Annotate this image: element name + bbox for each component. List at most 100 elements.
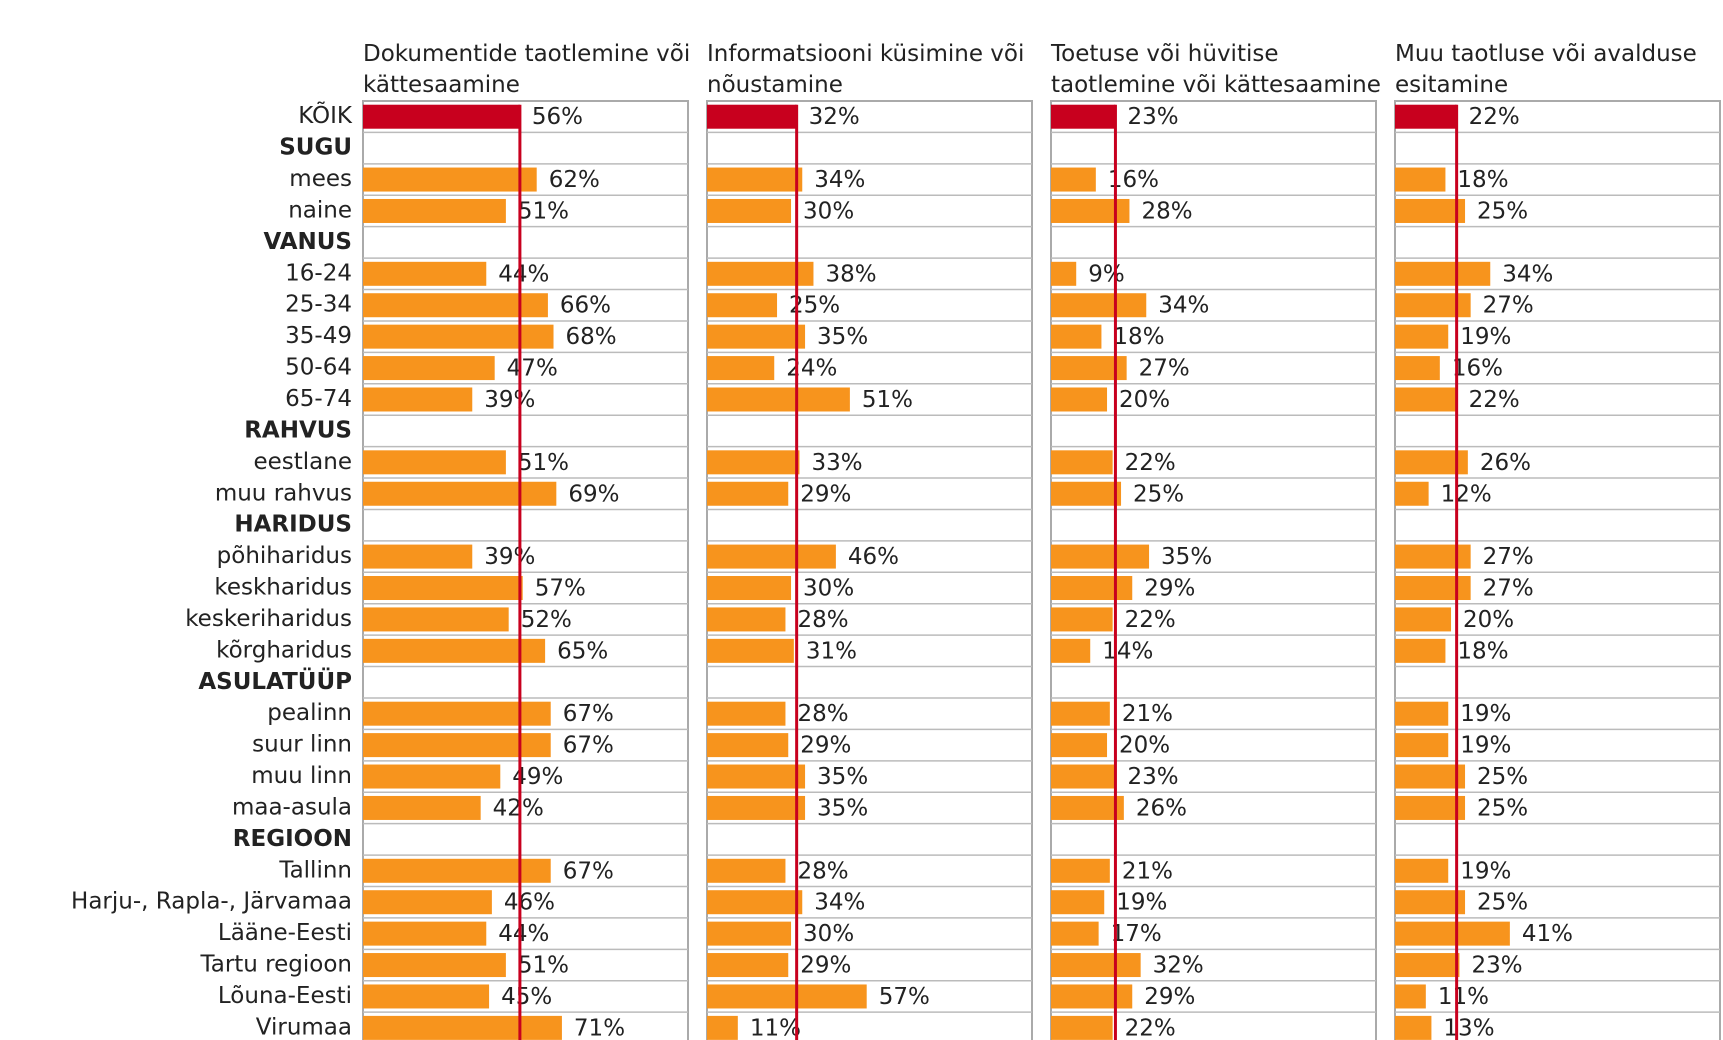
bar (363, 293, 548, 318)
value-label: 18% (1113, 324, 1164, 350)
group-header: ASULATÜÜP (198, 667, 352, 695)
bar (707, 858, 786, 883)
bar (1395, 890, 1466, 915)
value-label: 35% (1161, 544, 1212, 570)
bar (1051, 324, 1102, 349)
category-label: kõrgharidus (216, 637, 352, 663)
bar (1051, 764, 1116, 789)
value-label: 22% (1469, 387, 1520, 413)
bar (1051, 733, 1108, 758)
value-label: 21% (1122, 701, 1173, 727)
value-label: 51% (862, 387, 913, 413)
value-label: 22% (1469, 104, 1520, 130)
bar (363, 701, 551, 726)
bar (363, 1015, 562, 1040)
value-label: 22% (1125, 450, 1176, 476)
value-label: 41% (1522, 921, 1573, 947)
bar (363, 764, 501, 789)
value-label: 23% (1471, 953, 1522, 979)
panel-title: Toetuse või hüvitise taotlemine või kätt… (1051, 41, 1381, 98)
bar (1051, 638, 1091, 663)
value-label: 67% (563, 733, 614, 759)
value-label: 26% (1136, 795, 1187, 821)
bar (1395, 638, 1446, 663)
value-label: 27% (1483, 576, 1534, 602)
bar (363, 104, 520, 129)
value-label: 67% (563, 858, 614, 884)
category-label: keskharidus (214, 575, 352, 601)
value-label: 47% (507, 356, 558, 382)
bar (1051, 858, 1110, 883)
value-label: 42% (493, 795, 544, 821)
category-label: Harju-, Rapla-, Järvamaa (71, 889, 352, 915)
bar (1051, 1015, 1113, 1040)
bar (707, 356, 775, 381)
category-label: Tallinn (278, 857, 352, 883)
value-label: 25% (1477, 198, 1528, 224)
value-label: 12% (1441, 481, 1492, 507)
value-label: 19% (1460, 858, 1511, 884)
bar (1051, 890, 1105, 915)
value-label: 29% (800, 953, 851, 979)
value-label: 46% (848, 544, 899, 570)
group-header: VANUS (263, 229, 352, 255)
bar (1051, 261, 1077, 286)
value-label: 9% (1088, 261, 1125, 287)
value-label: 30% (803, 576, 854, 602)
bar (1395, 984, 1426, 1009)
value-label: 28% (797, 607, 848, 633)
value-label: 26% (1480, 450, 1531, 476)
bar (1395, 198, 1466, 223)
value-label: 71% (574, 1015, 625, 1040)
value-label: 65% (557, 638, 608, 664)
value-label: 13% (1443, 1015, 1494, 1040)
category-label: 65-74 (285, 386, 352, 412)
value-label: 32% (809, 104, 860, 130)
bar (363, 167, 537, 192)
bar (707, 733, 789, 758)
bar (1395, 261, 1491, 286)
category-label: Virumaa (256, 1014, 352, 1040)
value-label: 39% (484, 387, 535, 413)
value-label: 51% (518, 450, 569, 476)
value-label: 35% (817, 324, 868, 350)
bar (363, 890, 492, 915)
bar (707, 921, 792, 946)
value-label: 27% (1483, 293, 1534, 319)
value-label: 28% (1141, 198, 1192, 224)
value-label: 11% (1438, 984, 1489, 1010)
bar (1395, 544, 1471, 569)
bar (1395, 576, 1471, 601)
value-label: 23% (1127, 764, 1178, 790)
group-header: HARIDUS (234, 512, 352, 538)
value-label: 56% (532, 104, 583, 130)
category-label: 25-34 (285, 292, 352, 318)
value-label: 33% (811, 450, 862, 476)
value-label: 68% (566, 324, 617, 350)
value-label: 22% (1125, 607, 1176, 633)
bar (707, 198, 792, 223)
bar (363, 481, 557, 506)
value-label: 57% (535, 576, 586, 602)
category-label: keskeriharidus (185, 606, 352, 632)
bar (1051, 387, 1108, 412)
value-label: 11% (750, 1015, 801, 1040)
value-label: 18% (1457, 167, 1508, 193)
bar (363, 921, 487, 946)
bar (363, 544, 473, 569)
bar (707, 104, 797, 129)
value-label: 25% (1477, 890, 1528, 916)
bar (1051, 167, 1096, 192)
bar (707, 387, 850, 412)
value-label: 51% (518, 953, 569, 979)
category-label: Lääne-Eesti (218, 920, 352, 946)
value-label: 35% (817, 795, 868, 821)
category-label: Lõuna-Eesti (218, 983, 352, 1009)
bar (707, 984, 867, 1009)
category-label: muu rahvus (215, 480, 352, 506)
value-label: 23% (1127, 104, 1178, 130)
value-label: 29% (800, 481, 851, 507)
value-label: 34% (1158, 293, 1209, 319)
value-label: 29% (1144, 984, 1195, 1010)
bar (363, 795, 481, 820)
